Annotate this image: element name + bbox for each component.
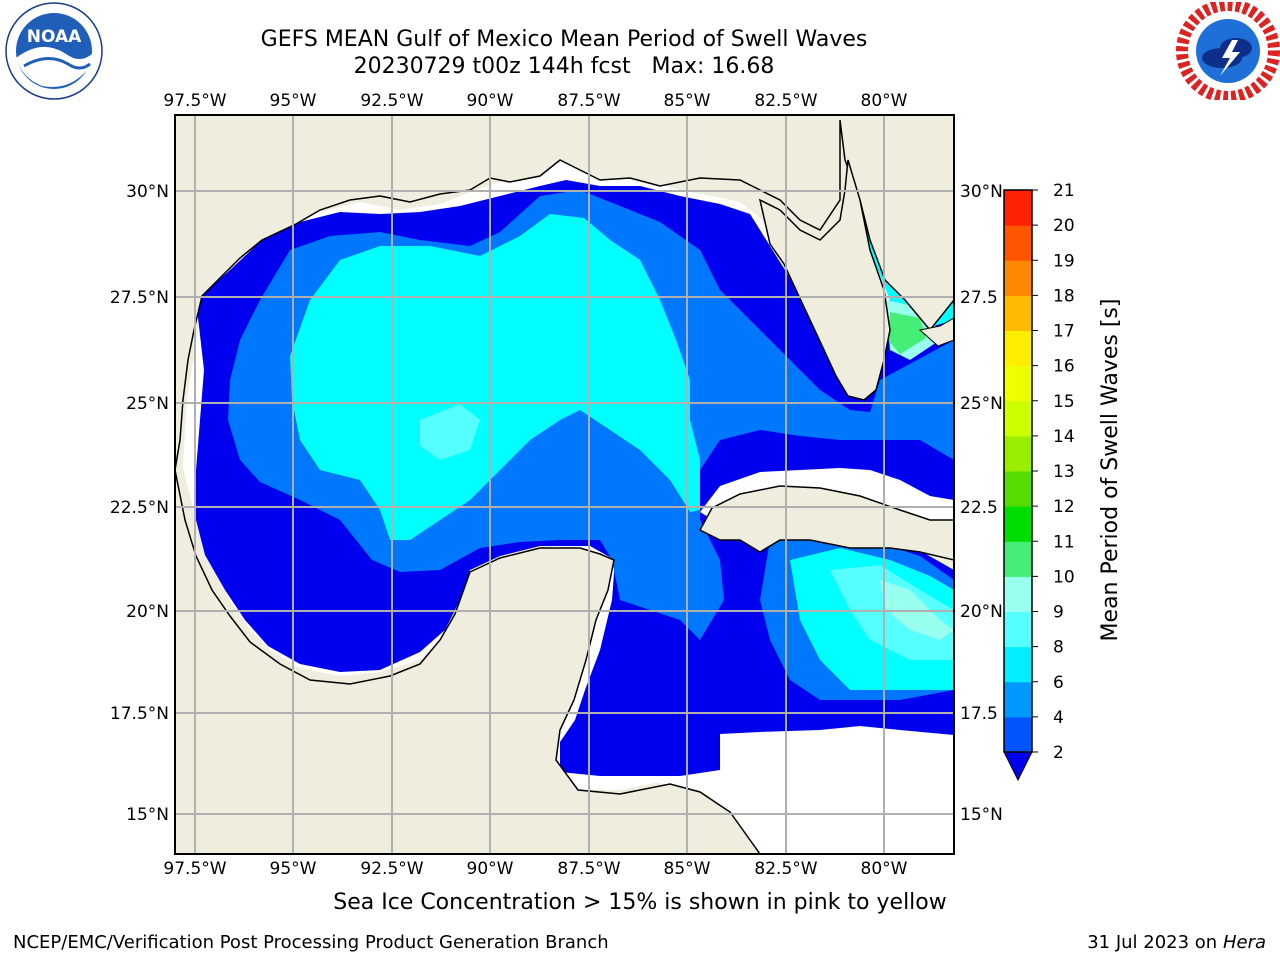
lat-label: 15°N xyxy=(126,805,169,825)
footer-date-text: 31 Jul 2023 on xyxy=(1087,932,1223,953)
lon-label: 97.5°W xyxy=(163,91,226,111)
field-9-10 xyxy=(888,312,926,354)
nws-logo xyxy=(1176,2,1280,100)
noaa-logo-text: NOAA xyxy=(27,27,82,47)
lat-label: 20°N xyxy=(126,602,169,622)
lat-labels-right: 30°N 27.5 25°N 22.5 20°N 17.5 15°N xyxy=(960,182,1003,825)
lon-label: 95°W xyxy=(270,91,317,111)
lat-label: 17.5 xyxy=(960,704,998,724)
chart-title: GEFS MEAN Gulf of Mexico Mean Period of … xyxy=(260,27,868,52)
field-6-8 xyxy=(420,404,480,460)
colorbar-tick-label: 8 xyxy=(1053,638,1064,658)
lat-label: 20°N xyxy=(960,602,1003,622)
lon-label: 85°W xyxy=(664,91,711,111)
colorbar-tick-label: 10 xyxy=(1053,567,1075,587)
lon-label: 90°W xyxy=(467,859,514,879)
colorbar-tick-label: 17 xyxy=(1053,322,1075,342)
colorbar-segment xyxy=(1004,260,1032,296)
colorbar-tick-label: 13 xyxy=(1053,462,1075,482)
colorbar-tick-label: 4 xyxy=(1053,708,1064,728)
lat-label: 15°N xyxy=(960,805,1003,825)
colorbar-segment xyxy=(1004,541,1032,577)
colorbar-tick-label: 20 xyxy=(1053,216,1075,236)
colorbar-tick-label: 15 xyxy=(1053,392,1075,412)
lat-label: 25°N xyxy=(126,394,169,414)
lat-label: 30°N xyxy=(960,182,1003,202)
colorbar-ticks: 2 4 6 8 9 10 11 12 13 14 15 16 17 18 19 20 21 xyxy=(1032,181,1075,763)
colorbar-segment xyxy=(1004,611,1032,648)
lon-labels-top: 97.5°W 95°W 92.5°W 90°W 87.5°W 85°W 82.5… xyxy=(163,91,907,111)
colorbar-segment xyxy=(1004,435,1032,472)
lon-label: 90°W xyxy=(467,91,514,111)
colorbar-segment xyxy=(1004,400,1032,437)
land-cuba xyxy=(698,485,954,561)
lon-label: 82.5°W xyxy=(754,91,817,111)
colorbar-tick-label: 6 xyxy=(1053,673,1064,693)
lon-label: 97.5°W xyxy=(163,859,226,879)
colorbar-tick-label: 12 xyxy=(1053,497,1075,517)
colorbar-tick-label: 19 xyxy=(1053,251,1075,271)
land-florida xyxy=(758,159,891,401)
colorbar-label: Mean Period of Swell Waves [s] xyxy=(1098,298,1123,642)
colorbar-segment xyxy=(1004,681,1032,718)
colorbar-segment xyxy=(1004,330,1032,367)
lat-label: 22.5°N xyxy=(110,498,169,518)
lon-label: 92.5°W xyxy=(360,859,423,879)
sea-ice-note: Sea Ice Concentration > 15% is shown in … xyxy=(333,890,947,915)
colorbar-segment xyxy=(1004,190,1032,226)
map-frame xyxy=(174,114,955,855)
colorbar-tick-label: 2 xyxy=(1053,743,1064,763)
lon-label: 87.5°W xyxy=(557,859,620,879)
colorbar-tick-label: 18 xyxy=(1053,286,1075,306)
colorbar-segment xyxy=(1004,225,1032,261)
footer-date: 31 Jul 2023 on Hera xyxy=(1087,932,1266,953)
lat-label: 30°N xyxy=(126,182,169,202)
colorbar xyxy=(1003,189,1033,782)
footer-host: Hera xyxy=(1222,932,1266,953)
lon-label: 87.5°W xyxy=(557,91,620,111)
colorbar-segment xyxy=(1004,365,1032,402)
lon-label: 95°W xyxy=(270,859,317,879)
lat-label: 17.5°N xyxy=(110,704,169,724)
colorbar-segment xyxy=(1004,506,1032,542)
lon-label: 80°W xyxy=(861,91,908,111)
lon-label: 82.5°W xyxy=(754,859,817,879)
colorbar-tick-label: 14 xyxy=(1053,427,1075,447)
colorbar-segment xyxy=(1004,646,1032,683)
land-bahamas xyxy=(918,317,954,347)
lat-label: 27.5 xyxy=(960,288,998,308)
colorbar-tick-label: 9 xyxy=(1053,603,1064,623)
lon-label: 92.5°W xyxy=(360,91,423,111)
lon-labels-bottom: 97.5°W 95°W 92.5°W 90°W 87.5°W 85°W 82.5… xyxy=(163,859,907,879)
map-area xyxy=(175,115,954,854)
noaa-logo: NOAA xyxy=(5,2,103,100)
colorbar-tick-label: 16 xyxy=(1053,357,1075,377)
lon-label: 85°W xyxy=(664,859,711,879)
lat-label: 22.5 xyxy=(960,498,998,518)
colorbar-segment xyxy=(1004,576,1032,612)
colorbar-tick-label: 11 xyxy=(1053,532,1075,552)
lat-label: 25°N xyxy=(960,394,1003,414)
lon-label: 80°W xyxy=(861,859,908,879)
chart-subtitle: 20230729 t00z 144h fcst Max: 16.68 xyxy=(353,54,775,79)
colorbar-segment xyxy=(1004,716,1032,753)
colorbar-tick-label: 21 xyxy=(1053,181,1075,201)
colorbar-extend xyxy=(1003,751,1033,782)
colorbar-segment xyxy=(1004,471,1032,507)
lat-label: 27.5°N xyxy=(110,288,169,308)
gridlines xyxy=(175,115,954,854)
footer-branch: NCEP/EMC/Verification Post Processing Pr… xyxy=(13,932,609,953)
colorbar-segment xyxy=(1004,295,1032,331)
lat-labels-left: 30°N 27.5°N 25°N 22.5°N 20°N 17.5°N 15°N xyxy=(110,182,169,825)
